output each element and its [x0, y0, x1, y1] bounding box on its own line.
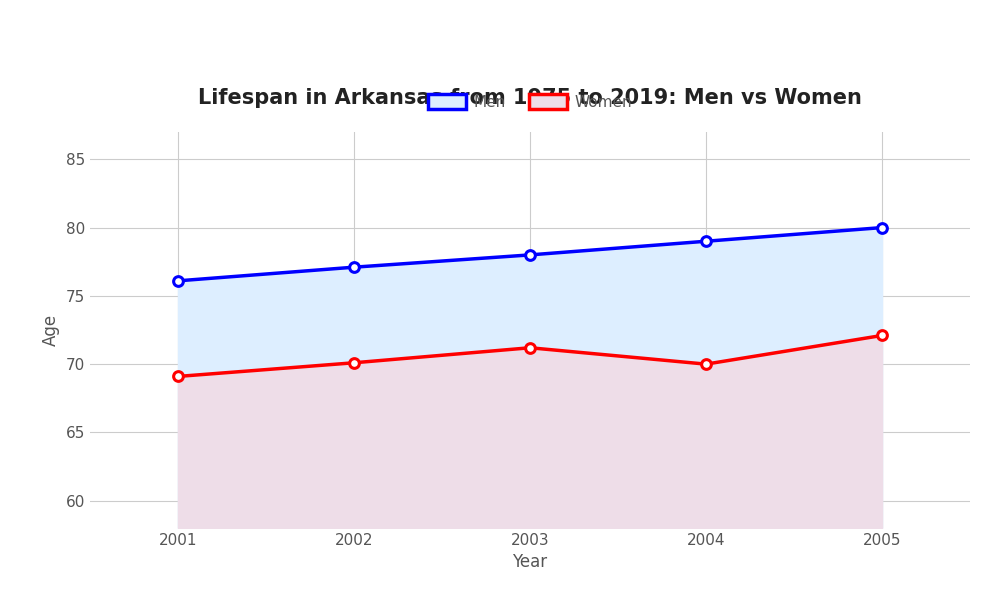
Y-axis label: Age: Age [42, 314, 60, 346]
Title: Lifespan in Arkansas from 1975 to 2019: Men vs Women: Lifespan in Arkansas from 1975 to 2019: … [198, 88, 862, 108]
Legend: Men, Women: Men, Women [422, 88, 638, 116]
X-axis label: Year: Year [512, 553, 548, 571]
